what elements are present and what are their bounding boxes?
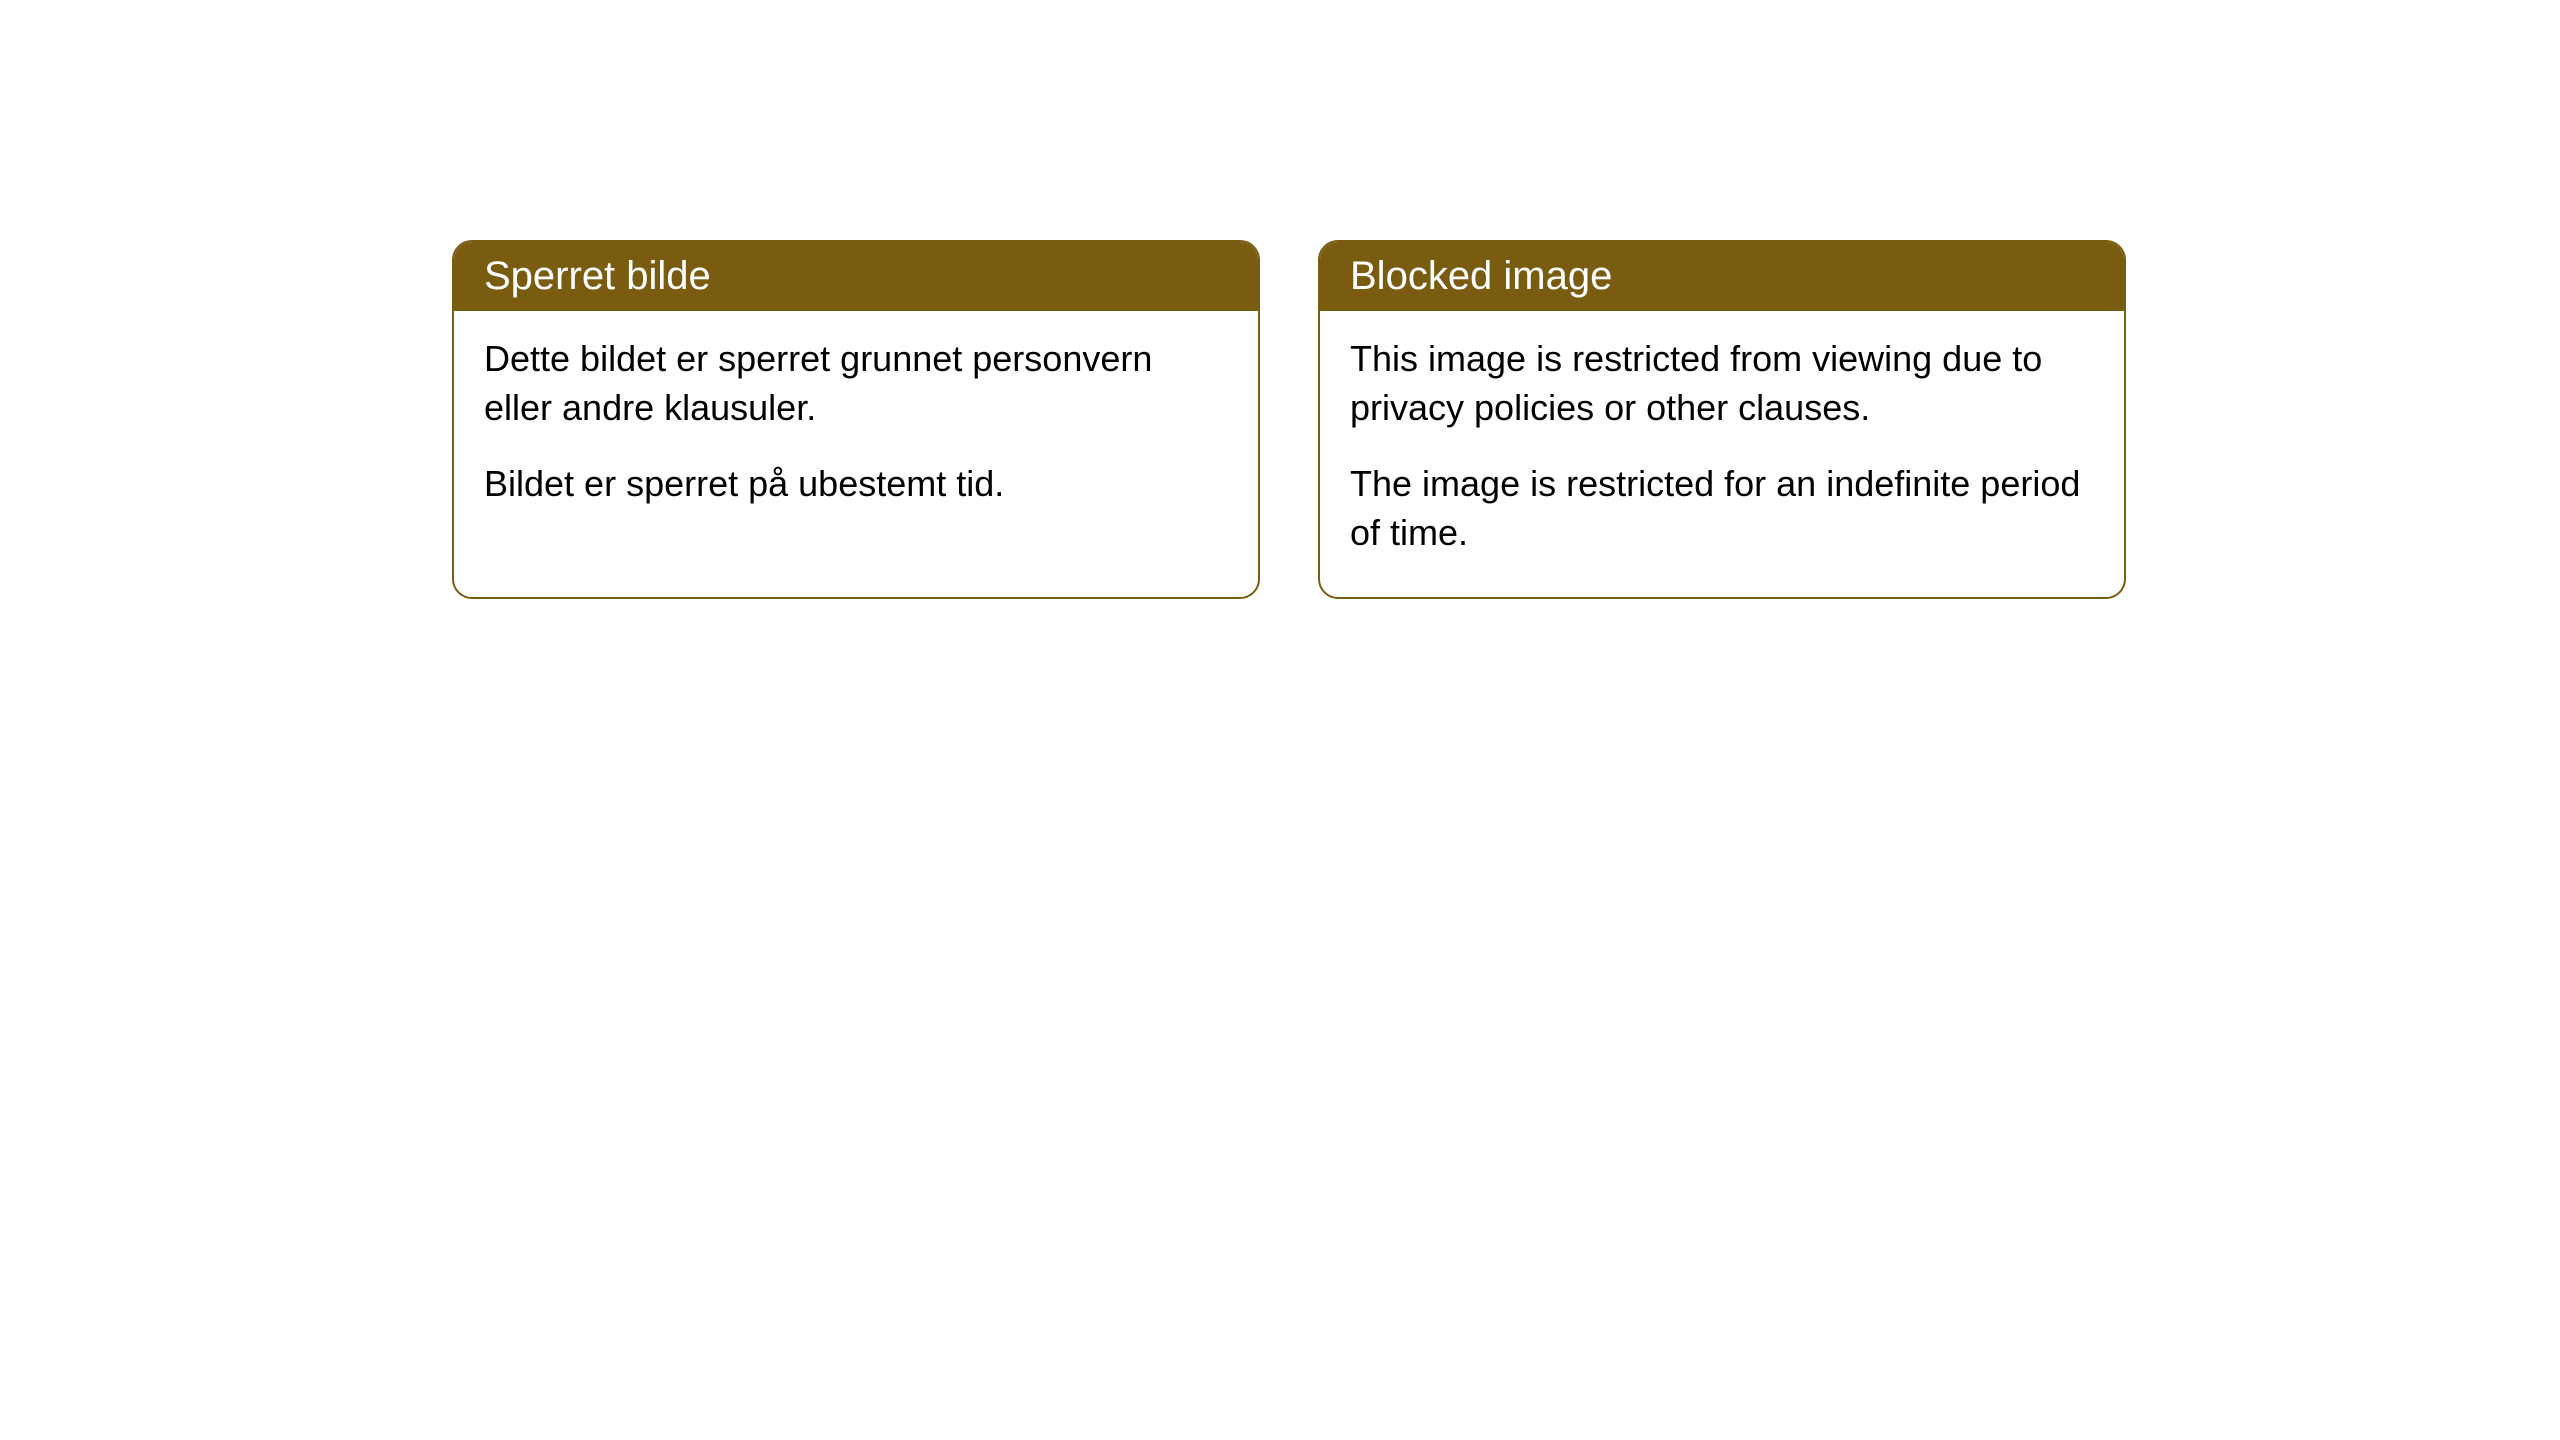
card-paragraph: This image is restricted from viewing du… — [1350, 335, 2094, 432]
card-body-english: This image is restricted from viewing du… — [1320, 311, 2124, 597]
notice-card-english: Blocked image This image is restricted f… — [1318, 240, 2126, 599]
notice-cards-container: Sperret bilde Dette bildet er sperret gr… — [452, 240, 2126, 599]
card-paragraph: Dette bildet er sperret grunnet personve… — [484, 335, 1228, 432]
card-body-norwegian: Dette bildet er sperret grunnet personve… — [454, 311, 1258, 549]
notice-card-norwegian: Sperret bilde Dette bildet er sperret gr… — [452, 240, 1260, 599]
card-title: Sperret bilde — [484, 254, 711, 298]
card-paragraph: Bildet er sperret på ubestemt tid. — [484, 460, 1228, 509]
card-header-norwegian: Sperret bilde — [454, 242, 1258, 311]
card-header-english: Blocked image — [1320, 242, 2124, 311]
card-paragraph: The image is restricted for an indefinit… — [1350, 460, 2094, 557]
card-title: Blocked image — [1350, 254, 1612, 298]
